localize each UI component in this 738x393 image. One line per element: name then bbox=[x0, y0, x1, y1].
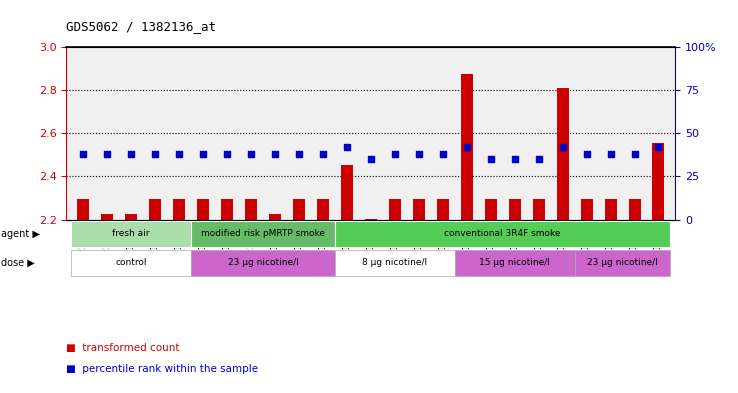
Point bbox=[293, 151, 305, 157]
Text: control: control bbox=[115, 258, 147, 267]
Bar bbox=[71, 221, 191, 247]
Bar bbox=[149, 199, 161, 220]
Point bbox=[556, 144, 568, 150]
Point bbox=[604, 151, 616, 157]
Text: fresh air: fresh air bbox=[112, 230, 150, 239]
Bar bbox=[461, 74, 473, 220]
Text: ■  percentile rank within the sample: ■ percentile rank within the sample bbox=[66, 364, 258, 375]
Bar bbox=[101, 214, 113, 220]
Point bbox=[269, 151, 281, 157]
Bar bbox=[335, 221, 671, 247]
Bar bbox=[269, 214, 281, 220]
Text: agent ▶: agent ▶ bbox=[1, 229, 41, 239]
Bar bbox=[652, 143, 664, 220]
Text: 23 μg nicotine/l: 23 μg nicotine/l bbox=[587, 258, 658, 267]
Bar bbox=[125, 213, 137, 220]
Bar bbox=[245, 199, 257, 220]
Point bbox=[245, 151, 257, 157]
Point bbox=[413, 151, 424, 157]
Point bbox=[437, 151, 449, 157]
Point bbox=[197, 151, 209, 157]
Bar bbox=[413, 199, 425, 220]
Point bbox=[389, 151, 401, 157]
Bar bbox=[437, 199, 449, 220]
Point bbox=[365, 156, 376, 162]
Point bbox=[317, 151, 329, 157]
Text: modified risk pMRTP smoke: modified risk pMRTP smoke bbox=[201, 230, 325, 239]
Point bbox=[173, 151, 185, 157]
Bar bbox=[629, 199, 641, 220]
Bar bbox=[191, 221, 335, 247]
Point bbox=[652, 144, 664, 150]
Bar bbox=[221, 199, 233, 220]
Text: 15 μg nicotine/l: 15 μg nicotine/l bbox=[479, 258, 550, 267]
Point bbox=[149, 151, 161, 157]
Bar bbox=[556, 88, 568, 220]
Bar bbox=[341, 165, 353, 220]
Bar bbox=[604, 199, 616, 220]
Point bbox=[485, 156, 497, 162]
Text: GDS5062 / 1382136_at: GDS5062 / 1382136_at bbox=[66, 20, 216, 33]
Bar bbox=[197, 199, 209, 220]
Bar bbox=[293, 199, 305, 220]
Bar bbox=[455, 250, 575, 275]
Bar bbox=[389, 199, 401, 220]
Text: dose ▶: dose ▶ bbox=[1, 258, 35, 268]
Point bbox=[508, 156, 520, 162]
Point bbox=[77, 151, 89, 157]
Point bbox=[341, 144, 353, 150]
Bar bbox=[508, 199, 521, 220]
Text: 8 μg nicotine/l: 8 μg nicotine/l bbox=[362, 258, 427, 267]
Bar bbox=[317, 199, 329, 220]
Point bbox=[125, 151, 137, 157]
Bar bbox=[533, 199, 545, 220]
Bar bbox=[71, 250, 191, 275]
Bar bbox=[335, 250, 455, 275]
Point bbox=[581, 151, 593, 157]
Text: 23 μg nicotine/l: 23 μg nicotine/l bbox=[227, 258, 298, 267]
Point bbox=[221, 151, 233, 157]
Point bbox=[101, 151, 113, 157]
Point bbox=[461, 144, 472, 150]
Bar bbox=[365, 219, 377, 220]
Text: ■  transformed count: ■ transformed count bbox=[66, 343, 180, 353]
Bar bbox=[191, 250, 335, 275]
Bar bbox=[575, 250, 671, 275]
Bar bbox=[581, 199, 593, 220]
Point bbox=[629, 151, 641, 157]
Bar bbox=[485, 199, 497, 220]
Point bbox=[533, 156, 545, 162]
Bar bbox=[173, 199, 185, 220]
Text: conventional 3R4F smoke: conventional 3R4F smoke bbox=[444, 230, 561, 239]
Bar bbox=[77, 199, 89, 220]
